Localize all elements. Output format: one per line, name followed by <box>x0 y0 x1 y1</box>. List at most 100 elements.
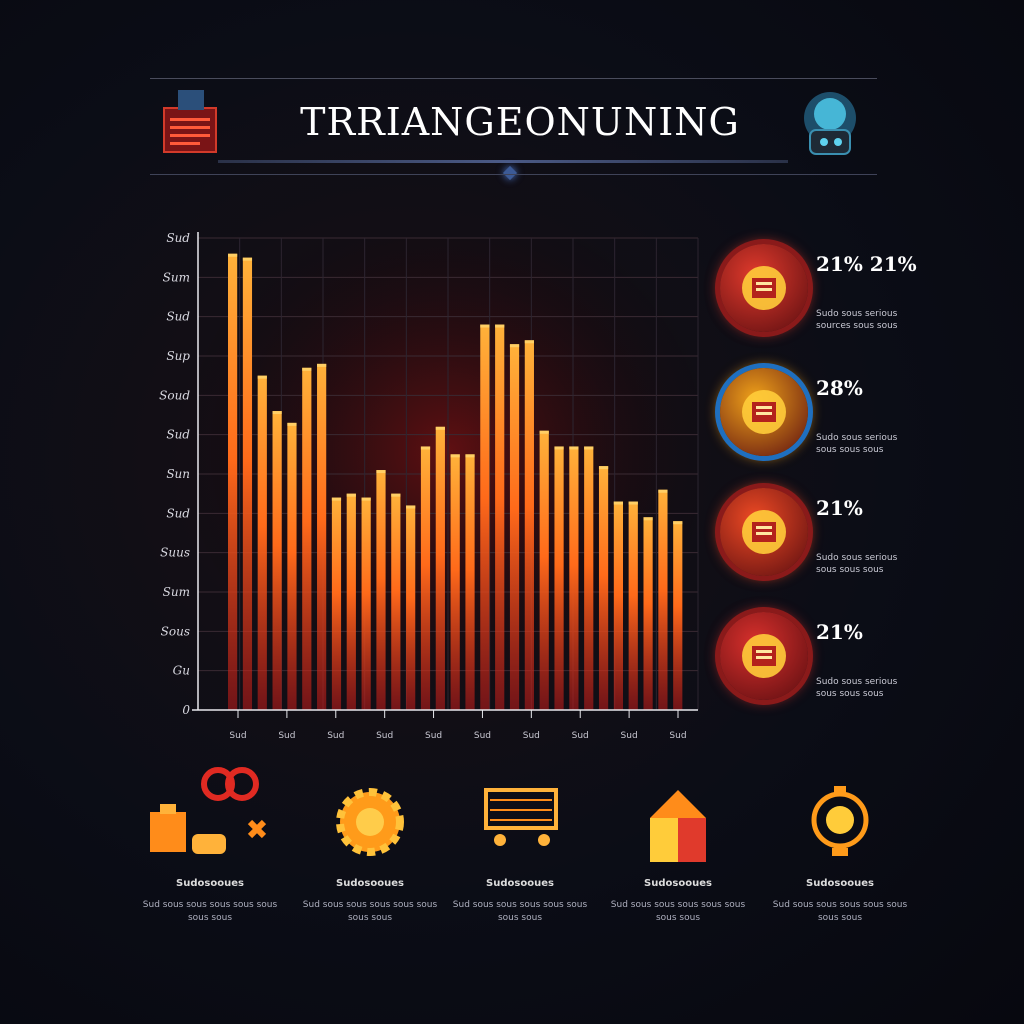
x-tick-label: Sud <box>278 731 295 741</box>
bar-cap <box>465 454 475 458</box>
y-tick-label: Sup <box>166 349 190 363</box>
bar-cap <box>554 446 564 450</box>
bar-cap <box>435 426 445 430</box>
header-top-rule <box>150 78 877 79</box>
feature-item: Sudosooues Sud sous sous sous sous sous s… <box>130 760 290 925</box>
stat-item: 21% Sudo sous serious sous sous sous <box>720 488 920 584</box>
feature-title: Sudosooues <box>486 878 554 889</box>
bar-cap <box>450 454 460 458</box>
stat-value: 21% 21% <box>816 252 917 276</box>
bar <box>480 324 490 710</box>
bar <box>465 454 475 710</box>
bar-cap <box>480 324 490 328</box>
feature-description: Sud sous sous sous sous sous sous sous <box>772 900 908 923</box>
x-tick-label: Sud <box>425 731 442 741</box>
bar <box>450 454 460 710</box>
y-tick-label: Soud <box>159 388 190 402</box>
feature-item: Sudosooues Sud sous sous sous sous sous s… <box>440 760 600 925</box>
bar <box>317 363 327 710</box>
bar <box>569 446 579 710</box>
bar <box>346 493 356 710</box>
y-tick-label: Sud <box>166 506 190 520</box>
bar-cap <box>643 517 653 521</box>
stat-value: 21% <box>816 620 863 644</box>
document-icon <box>720 612 808 700</box>
bar-cap <box>569 446 579 450</box>
bar-cap <box>524 340 534 344</box>
y-tick-label: Suus <box>160 546 190 560</box>
y-tick-label: Sous <box>161 624 190 638</box>
x-tick-label: Sud <box>474 731 491 741</box>
bar-cap <box>302 367 312 371</box>
y-tick-label: Sum <box>163 270 190 284</box>
y-tick-label: Sud <box>166 428 190 442</box>
feature-item: Sudosooues Sud sous sous sous sous sous s… <box>598 760 758 925</box>
report-logo-icon <box>163 90 217 153</box>
header-underline <box>218 160 788 163</box>
bar-cap <box>673 521 683 525</box>
stat-description: Sudo sous serious sources sous sous <box>816 309 898 331</box>
bar <box>643 517 653 710</box>
bar <box>420 446 431 710</box>
bar <box>391 493 401 710</box>
x-tick-label: Sud <box>229 731 246 741</box>
robot-logo-icon <box>804 92 856 155</box>
x-tick-label: Sud <box>376 731 393 741</box>
stat-value: 21% <box>816 496 863 520</box>
feature-description: Sud sous sous sous sous sous sous sous <box>142 900 278 923</box>
x-tick-label: Sud <box>523 731 540 741</box>
bar-cap <box>317 363 327 367</box>
bar <box>228 253 238 710</box>
bar-cap <box>598 466 609 470</box>
bar <box>554 446 564 710</box>
x-tick-label: Sud <box>572 731 589 741</box>
bar <box>435 426 445 710</box>
bar-cap <box>584 446 594 450</box>
bar <box>673 521 683 710</box>
bar <box>406 505 416 710</box>
feature-description: Sud sous sous sous sous sous sous sous <box>610 900 746 923</box>
bar <box>287 422 297 710</box>
bar-cap <box>257 375 267 379</box>
page-title: TRRIANGEONUNING <box>300 100 740 144</box>
y-tick-label: Sum <box>163 585 190 599</box>
calculator-icon <box>720 488 808 576</box>
y-tick-label: Sun <box>166 467 190 481</box>
bar-cap <box>613 501 624 505</box>
header-bottom-rule <box>150 174 877 175</box>
y-tick-label: Sud <box>166 231 190 245</box>
stat-value: 28% <box>816 376 863 400</box>
bar <box>628 501 638 710</box>
bar-cap <box>346 493 356 497</box>
feature-title: Sudosooues <box>336 878 404 889</box>
x-tick-label: Sud <box>621 731 638 741</box>
bar <box>509 344 520 710</box>
y-tick-label: Sud <box>166 310 190 324</box>
bar <box>257 375 267 710</box>
blocks-icon <box>130 760 290 870</box>
bar-cap <box>628 501 638 505</box>
bar <box>613 501 624 710</box>
bar <box>331 497 342 710</box>
bar <box>598 466 609 710</box>
stat-description: Sudo sous serious sous sous sous <box>816 677 898 699</box>
feature-item: Sudosooues Sud sous sous sous sous sous s… <box>290 760 450 925</box>
stat-item: 21% 21% Sudo sous serious sources sous so… <box>720 244 920 340</box>
bar <box>524 340 534 710</box>
bar-cap <box>658 489 668 493</box>
bar <box>272 411 282 710</box>
bar-cap <box>228 253 238 257</box>
bar-cap <box>361 497 371 501</box>
bar-cap <box>406 505 416 509</box>
bar <box>495 324 505 710</box>
stat-description: Sudo sous serious sous sous sous <box>816 553 898 575</box>
bar-cap <box>539 430 549 434</box>
bar-cap <box>331 497 342 501</box>
x-tick-label: Sud <box>327 731 344 741</box>
bar-cap <box>287 422 297 426</box>
feature-description: Sud sous sous sous sous sous sous sous <box>452 900 588 923</box>
bar-cap <box>376 470 386 474</box>
feature-item: Sudosooues Sud sous sous sous sous sous s… <box>760 760 920 925</box>
bar-cap <box>242 257 253 261</box>
coin-icon <box>720 368 808 456</box>
